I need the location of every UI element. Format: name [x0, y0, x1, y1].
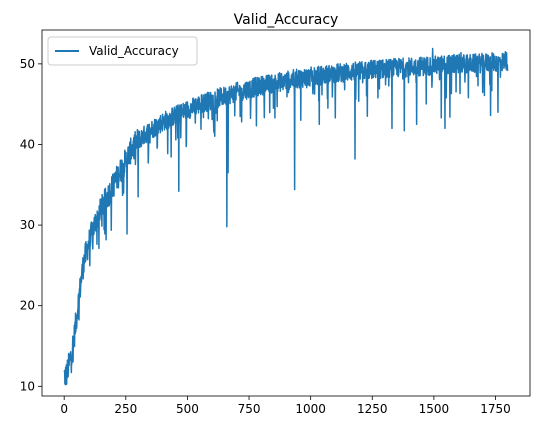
x-axis: 0 250 500 750 1000 1250 1500 1750	[60, 396, 511, 416]
y-tick-label: 20	[20, 299, 35, 313]
y-tick-label: 10	[20, 379, 35, 393]
legend: Valid_Accuracy	[47, 36, 198, 66]
y-tick-label: 50	[20, 57, 35, 71]
y-axis: 10 20 30 40 50	[20, 57, 42, 393]
x-tick-label: 750	[238, 402, 261, 416]
chart-title: Valid_Accuracy	[234, 12, 339, 28]
legend-box	[47, 36, 198, 66]
x-tick-label: 500	[176, 402, 199, 416]
series-line-valid-accuracy	[63, 47, 509, 386]
x-tick-label: 1750	[480, 402, 511, 416]
x-tick-label: 250	[114, 402, 137, 416]
x-tick-label: 1500	[419, 402, 450, 416]
x-tick-label: 0	[60, 402, 68, 416]
x-tick-label: 1000	[295, 402, 326, 416]
x-tick-label: 1250	[357, 402, 388, 416]
y-tick-label: 30	[20, 218, 35, 232]
plot-frame	[41, 29, 531, 397]
plot-data-layer	[63, 47, 509, 386]
y-tick-label: 40	[20, 137, 35, 151]
legend-label: Valid_Accuracy	[89, 44, 179, 58]
